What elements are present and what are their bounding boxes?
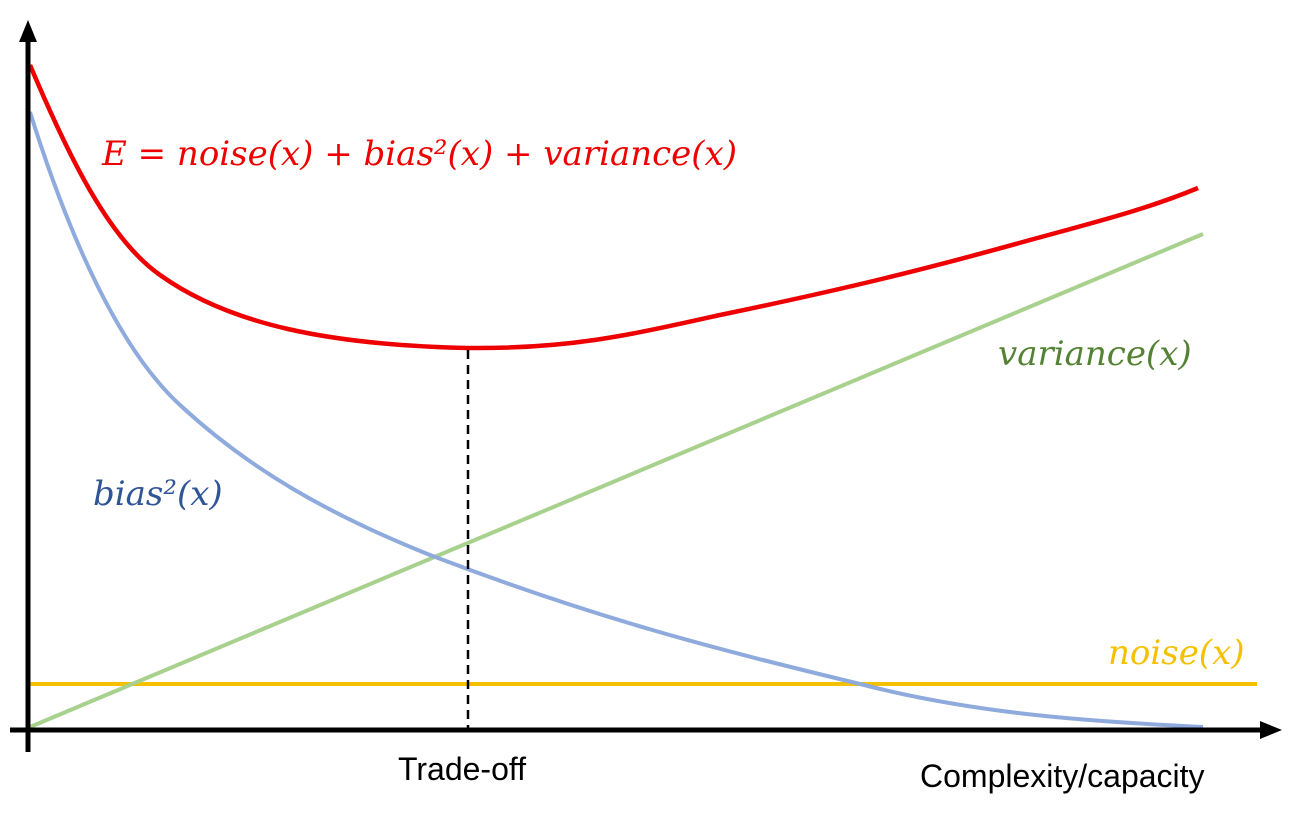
y-axis-arrowhead [19, 20, 37, 42]
bias-label: bias²(x) [93, 474, 223, 514]
variance-label: variance(x) [998, 334, 1192, 374]
total-error-label: E = noise(x) + bias²(x) + variance(x) [101, 134, 737, 174]
bias-curve [28, 111, 1204, 729]
x-axis-label: Complexity/capacity [920, 758, 1205, 794]
noise-label: noise(x) [1108, 633, 1245, 673]
tradeoff-label: Trade-off [398, 751, 526, 787]
x-axis-arrowhead [1260, 721, 1282, 739]
total-error-curve [27, 64, 1199, 351]
variance-curve [29, 232, 1204, 729]
